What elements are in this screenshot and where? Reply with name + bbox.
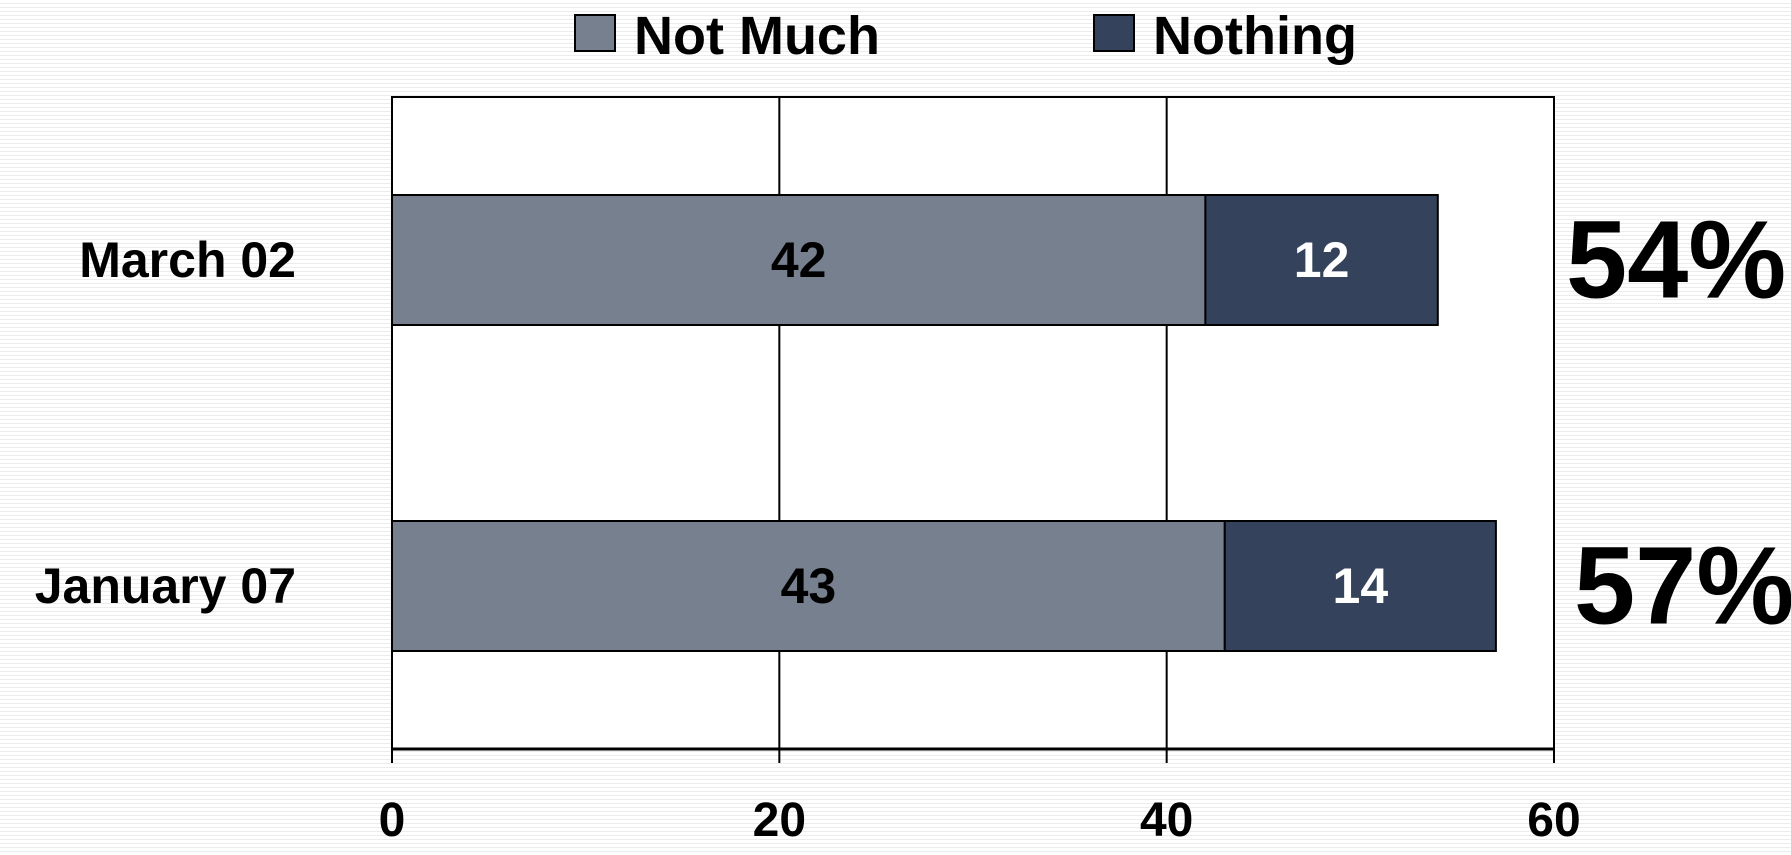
legend: Not Much Nothing xyxy=(574,6,1357,66)
x-tick-label-20: 20 xyxy=(753,794,806,847)
category-label-march-02: March 02 xyxy=(79,232,296,288)
bar-not-much-march-02 xyxy=(391,194,1207,326)
total-label-march-02: 54% xyxy=(1566,199,1786,322)
data-label-not-much-march-02: 42 xyxy=(771,232,827,288)
category-label-january-07: January 07 xyxy=(35,558,296,614)
legend-swatch-nothing xyxy=(1093,14,1135,52)
legend-label-not-much: Not Much xyxy=(634,6,880,66)
legend-swatch-not-much xyxy=(574,14,616,52)
data-label-not-much-january-07: 43 xyxy=(781,558,837,614)
x-axis: 0 20 40 60 xyxy=(379,749,1581,847)
bar-nothing-january-07 xyxy=(1223,520,1497,652)
bar-nothing-march-02 xyxy=(1204,194,1439,326)
x-tick-label-0: 0 xyxy=(379,794,406,847)
legend-label-nothing: Nothing xyxy=(1153,6,1357,66)
data-label-nothing-january-07: 14 xyxy=(1333,558,1389,614)
total-label-january-07: 57% xyxy=(1574,525,1791,648)
total-labels: 54% 57% xyxy=(1566,199,1791,648)
x-tick-label-60: 60 xyxy=(1527,794,1580,847)
data-label-nothing-march-02: 12 xyxy=(1294,232,1350,288)
x-tick-label-40: 40 xyxy=(1140,794,1193,847)
plot-frame xyxy=(391,96,1555,751)
category-labels: March 02 January 07 xyxy=(35,232,296,614)
